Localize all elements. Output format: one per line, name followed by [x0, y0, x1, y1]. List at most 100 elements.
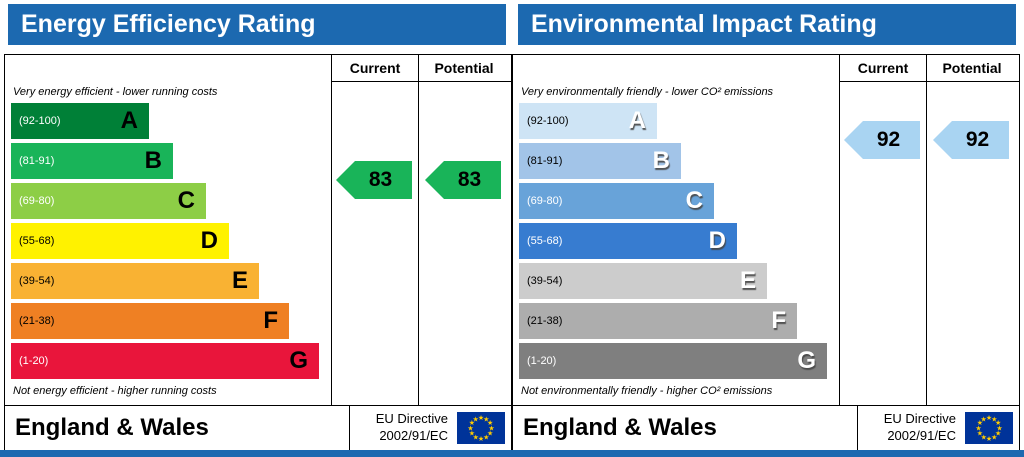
svg-text:★: ★	[483, 434, 489, 442]
potential-column-header: Potential	[434, 60, 494, 76]
region-label: England & Wales	[15, 414, 209, 441]
bottom-caption: Not environmentally friendly - higher CO…	[521, 385, 773, 397]
eu-directive-text: EU Directive 2002/91/EC	[884, 411, 956, 445]
svg-text:★: ★	[483, 415, 489, 423]
svg-text:★: ★	[467, 424, 473, 432]
svg-text:★: ★	[991, 434, 997, 442]
band-a: (92-100) A	[519, 103, 657, 139]
svg-text:★: ★	[478, 414, 484, 422]
eu-directive-cell: EU Directive 2002/91/EC ★ ★ ★ ★ ★ ★ ★ ★ ★ ★ ★ ★	[857, 406, 1019, 450]
potential-column-header: Potential	[942, 60, 1002, 76]
svg-text:★: ★	[981, 415, 987, 423]
svg-text:★: ★	[995, 430, 1001, 438]
bottom-caption: Not energy efficient - higher running co…	[13, 385, 217, 397]
band-f: (21-38) F	[11, 303, 289, 339]
eu-directive-cell: EU Directive 2002/91/EC ★ ★ ★ ★ ★ ★ ★ ★ ★ ★ ★ ★	[349, 406, 511, 450]
band-letter: A	[628, 107, 646, 134]
band-range: (92-100)	[19, 115, 61, 127]
svg-text:★: ★	[996, 424, 1002, 432]
band-letter: C	[685, 187, 703, 214]
band-letter: E	[739, 267, 756, 294]
band-range: (1-20)	[527, 355, 557, 367]
energy-efficiency-panel: Current Potential Very energy efficient …	[4, 54, 512, 451]
band-letter: G	[797, 347, 816, 374]
svg-text:★: ★	[488, 424, 494, 432]
eu-directive-text: EU Directive 2002/91/EC	[376, 411, 448, 445]
band-e: (39-54) E	[11, 263, 259, 299]
band-c: (69-80) C	[11, 183, 206, 219]
svg-text:★: ★	[487, 430, 493, 438]
top-caption: Very energy efficient - lower running co…	[13, 86, 218, 98]
band-range: (92-100)	[527, 115, 569, 127]
band-letter: C	[177, 187, 195, 214]
band-letter: G	[289, 347, 308, 374]
eu-directive-line2: 2002/91/EC	[379, 428, 448, 443]
svg-text:★: ★	[487, 419, 493, 427]
band-letter: F	[771, 307, 786, 334]
eu-directive-line1: EU Directive	[375, 411, 448, 427]
band-g: (1-20) G	[11, 343, 319, 379]
band-d: (55-68) D	[11, 223, 229, 259]
eu-flag-field	[457, 412, 505, 444]
svg-text:★: ★	[469, 430, 475, 438]
band-b: (81-91) B	[11, 143, 173, 179]
svg-text:★: ★	[473, 434, 479, 442]
band-range: (21-38)	[527, 315, 563, 327]
svg-text:★: ★	[473, 415, 479, 423]
eu-flag-svg: ★ ★★★★★★★★★★★	[965, 412, 1013, 444]
band-letter: B	[144, 147, 162, 174]
band-b: (81-91) B	[519, 143, 681, 179]
potential-rating-arrow: 92	[933, 121, 1009, 159]
svg-text:★: ★	[981, 434, 987, 442]
svg-text:★: ★	[469, 419, 475, 427]
band-letter: D	[708, 227, 726, 254]
band-letter: A	[120, 107, 138, 134]
current-column-header: Current	[857, 60, 909, 76]
band-range: (69-80)	[19, 195, 55, 207]
band-range: (55-68)	[527, 235, 563, 247]
bottom-accent-bar	[0, 450, 1024, 457]
rating-bands: (92-100) A (81-91) B (69-80) C (55-68) D…	[519, 103, 827, 383]
panel-footer: England & Wales EU Directive 2002/91/EC …	[513, 405, 1019, 450]
band-d: (55-68) D	[519, 223, 737, 259]
eu-directive-line1: EU Directive	[883, 411, 956, 427]
band-letter: D	[200, 227, 218, 254]
column-divider	[926, 55, 927, 406]
column-divider	[331, 55, 332, 406]
band-letter: F	[263, 307, 278, 334]
band-range: (55-68)	[19, 235, 55, 247]
eu-flag-svg: ★ ★★★★★★★★★★★	[457, 412, 505, 444]
potential-rating-arrow: 83	[425, 161, 501, 199]
band-c: (69-80) C	[519, 183, 714, 219]
svg-text:★: ★	[991, 415, 997, 423]
band-range: (81-91)	[527, 155, 563, 167]
header-underline	[331, 81, 511, 82]
svg-text:★: ★	[977, 419, 983, 427]
band-range: (39-54)	[19, 275, 55, 287]
band-g: (1-20) G	[519, 343, 827, 379]
band-range: (1-20)	[19, 355, 49, 367]
column-divider	[418, 55, 419, 406]
band-letter: E	[231, 267, 248, 294]
environmental-impact-title: Environmental Impact Rating	[518, 4, 1016, 45]
band-a: (92-100) A	[11, 103, 149, 139]
header-underline	[839, 81, 1019, 82]
environmental-impact-panel: Current Potential Very environmentally f…	[512, 54, 1020, 451]
band-range: (21-38)	[19, 315, 55, 327]
region-label: England & Wales	[523, 414, 717, 441]
current-column-header: Current	[349, 60, 401, 76]
rating-bands: (92-100) A (81-91) B (69-80) C (55-68) D…	[11, 103, 319, 383]
svg-text:★: ★	[977, 430, 983, 438]
column-divider	[839, 55, 840, 406]
svg-text:★: ★	[995, 419, 1001, 427]
band-e: (39-54) E	[519, 263, 767, 299]
panel-footer: England & Wales EU Directive 2002/91/EC …	[5, 405, 511, 450]
band-f: (21-38) F	[519, 303, 797, 339]
svg-text:★: ★	[975, 424, 981, 432]
eu-directive-line2: 2002/91/EC	[887, 428, 956, 443]
current-rating-arrow: 83	[336, 161, 412, 199]
band-range: (39-54)	[527, 275, 563, 287]
band-range: (81-91)	[19, 155, 55, 167]
svg-text:★: ★	[986, 435, 992, 443]
